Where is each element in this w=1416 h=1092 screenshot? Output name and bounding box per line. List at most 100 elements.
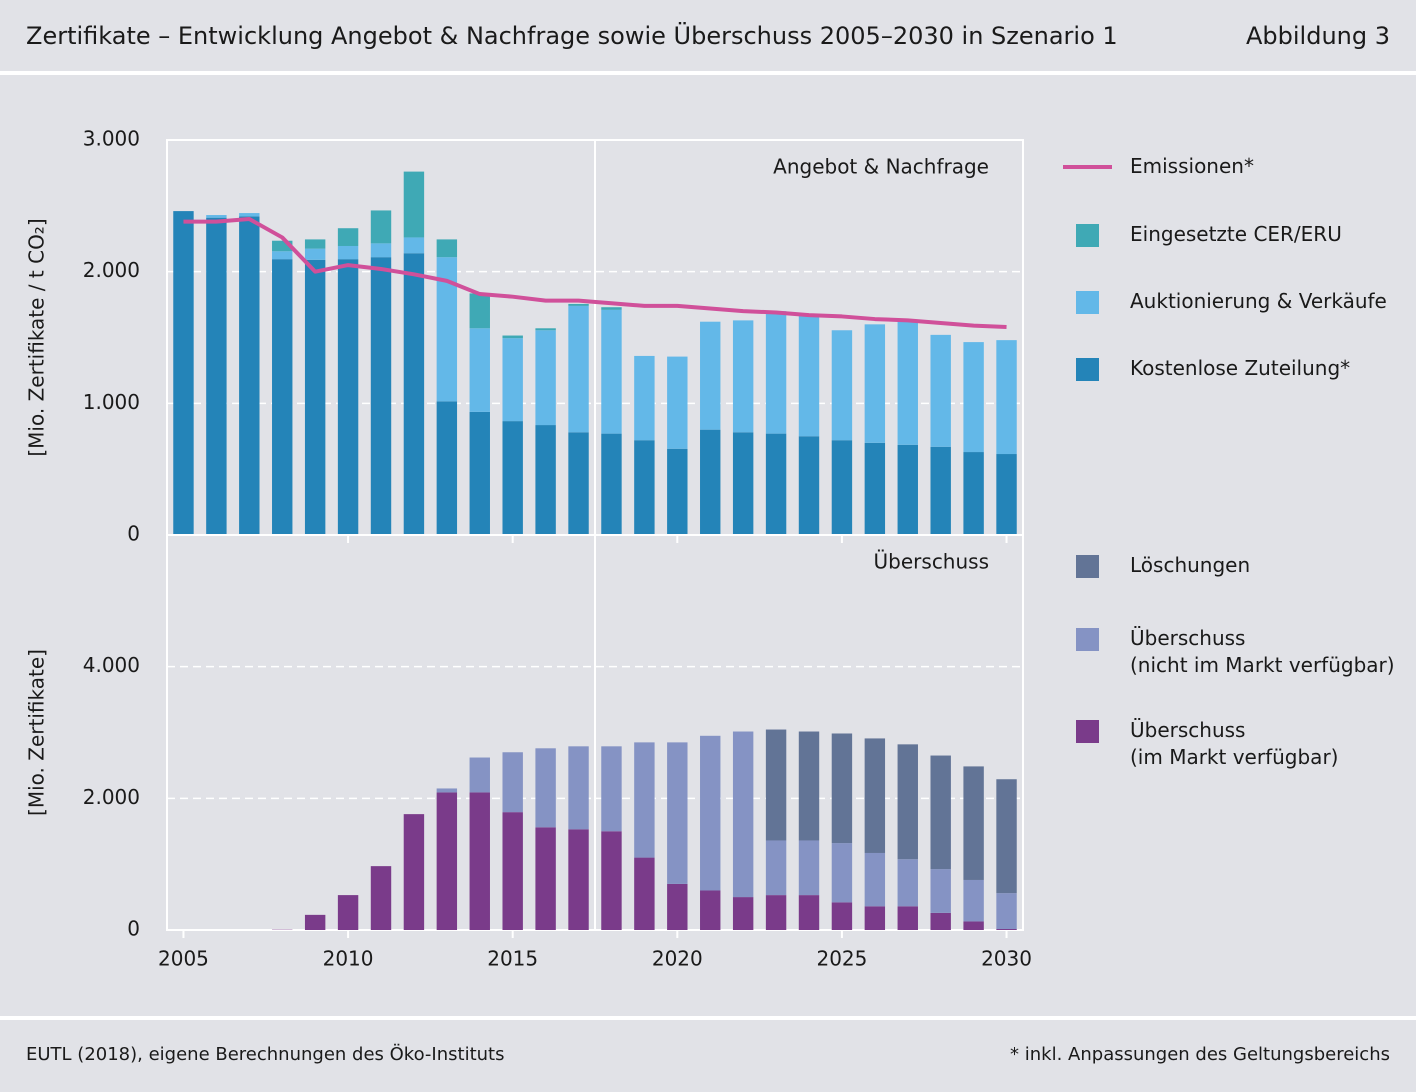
- bar-segment: [403, 237, 425, 254]
- bar-segment: [535, 330, 556, 426]
- bar-segment: [831, 902, 853, 930]
- bar-segment: [304, 259, 326, 535]
- legend-label: Überschuss (im Markt verfügbar): [1130, 718, 1339, 769]
- bar-segment: [173, 211, 194, 535]
- bar-segment: [798, 895, 820, 930]
- bar-segment: [667, 883, 688, 930]
- legend-swatch: [1076, 628, 1099, 651]
- bar-segment: [601, 746, 622, 832]
- emissions-line: [183, 217, 1007, 329]
- bar-segment: [469, 411, 490, 535]
- bar-segment: [996, 893, 1017, 930]
- bar-segment: [436, 239, 458, 258]
- bar-segment: [765, 895, 787, 930]
- bar-segment: [864, 852, 886, 907]
- bar-segment: [897, 859, 918, 907]
- legend-label: Emissionen*: [1130, 154, 1254, 178]
- bar-segment: [502, 812, 523, 930]
- bar-segment: [963, 879, 984, 922]
- bar-segment: [304, 914, 326, 930]
- bar-segment: [732, 731, 754, 898]
- bar-segment: [535, 748, 556, 828]
- bar-segment: [370, 866, 392, 930]
- bar-segment: [864, 442, 886, 535]
- bar-segment: [864, 738, 886, 853]
- bar-segment: [798, 731, 820, 841]
- bar-segment: [897, 906, 918, 930]
- y-tick-label: 2.000: [83, 258, 140, 282]
- bar-segment: [864, 906, 886, 930]
- bar-segment: [897, 444, 918, 535]
- bar-segment: [996, 454, 1017, 535]
- bar-segment: [601, 433, 622, 535]
- bar-segment: [897, 744, 918, 860]
- bar-segment: [206, 215, 227, 218]
- bar-segment: [732, 432, 754, 535]
- bar-segment: [798, 315, 820, 437]
- x-tick-label: 2030: [981, 947, 1032, 971]
- y-tick-label: 0: [127, 917, 140, 941]
- bar-segment: [436, 257, 458, 402]
- bar-segment: [963, 452, 984, 535]
- legend-label: Auktionierung & Verkäufe: [1130, 289, 1387, 313]
- legend-label: Eingesetzte CER/ERU: [1130, 222, 1342, 246]
- bar-segment: [239, 216, 260, 535]
- bar-segment: [996, 779, 1017, 894]
- bar-segment: [700, 321, 721, 430]
- bar-segment: [765, 433, 787, 535]
- bar-segment: [370, 257, 392, 535]
- x-tick-label: 2020: [652, 947, 703, 971]
- bar-segment: [337, 895, 359, 930]
- bar-segment: [502, 421, 523, 535]
- y-tick-label: 0: [127, 522, 140, 546]
- bar-segment: [864, 324, 886, 443]
- note: * inkl. Anpassungen des Geltungsbereichs: [1010, 1044, 1390, 1065]
- legend-swatch: [1076, 291, 1099, 314]
- bar-segment: [272, 240, 293, 252]
- bar-segment: [930, 334, 951, 447]
- legend-swatch: [1076, 224, 1099, 247]
- bar-segment: [469, 328, 490, 412]
- footer-rule: [0, 1016, 1416, 1020]
- bar-segment: [436, 401, 458, 535]
- bar-segment: [930, 912, 951, 930]
- bar-segment: [403, 253, 425, 535]
- bar-segment: [502, 335, 523, 339]
- legend-swatch: [1076, 358, 1099, 381]
- x-tick-label: 2005: [158, 947, 209, 971]
- bar-segment: [634, 742, 655, 858]
- bar-segment: [930, 446, 951, 535]
- bar-segment: [469, 757, 490, 793]
- bar-segment: [765, 840, 787, 896]
- bar-segment: [370, 210, 392, 244]
- bar-segment: [568, 305, 589, 433]
- bar-segment: [897, 321, 918, 445]
- bar-segment: [765, 311, 787, 434]
- bar-segment: [601, 307, 622, 310]
- bar-segment: [667, 448, 688, 535]
- bar-segment: [568, 829, 589, 930]
- bar-segment: [239, 213, 260, 217]
- bar-segment: [370, 243, 392, 258]
- bar-segment: [831, 440, 853, 535]
- bar-segment: [963, 342, 984, 453]
- legend-swatch: [1076, 555, 1099, 578]
- bar-segment: [996, 929, 1017, 930]
- y-tick-label: 3.000: [83, 127, 140, 151]
- bar-segment: [831, 733, 853, 844]
- bar-segment: [535, 425, 556, 535]
- x-tick-label: 2015: [487, 947, 538, 971]
- bar-segment: [469, 293, 490, 329]
- bar-segment: [798, 840, 820, 896]
- bar-segment: [436, 788, 458, 793]
- legend-label: Kostenlose Zuteilung*: [1130, 356, 1351, 380]
- legend-swatch: [1076, 720, 1099, 743]
- legend-label: Überschuss (nicht im Markt verfügbar): [1130, 626, 1395, 677]
- bar-segment: [206, 217, 227, 535]
- bar-segment: [601, 309, 622, 434]
- bar-segment: [996, 340, 1017, 455]
- bar-segment: [304, 248, 326, 260]
- bar-segment: [667, 742, 688, 884]
- bar-segment: [272, 251, 293, 260]
